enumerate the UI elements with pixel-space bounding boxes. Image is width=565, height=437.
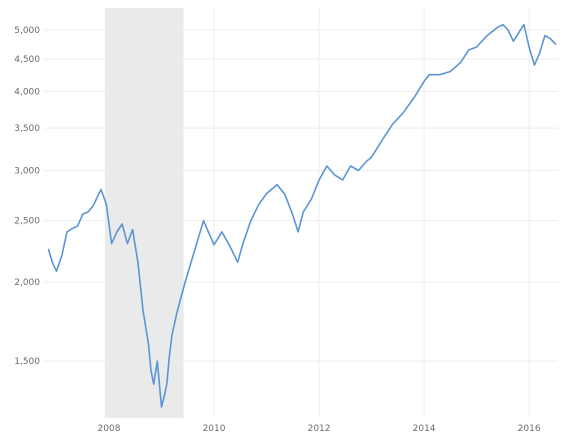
series-line	[47, 23, 557, 408]
x-tick-label: 2010	[203, 424, 226, 434]
y-tick-label: 4,500	[14, 55, 40, 65]
y-tick-label: 2,500	[14, 217, 40, 227]
y-tick-label: 4,000	[14, 87, 40, 97]
y-tick-label: 1,500	[14, 357, 40, 367]
y-tick-label: 3,000	[14, 167, 40, 177]
x-tick-label: 2016	[518, 424, 541, 434]
y-tick-label: 5,000	[14, 26, 40, 36]
recession-shading	[104, 8, 184, 418]
y-tick-label: 2,000	[14, 278, 40, 288]
x-tick-label: 2012	[308, 424, 331, 434]
x-tick-label: 2014	[413, 424, 436, 434]
x-tick-label: 2008	[98, 424, 121, 434]
y-tick-label: 3,500	[14, 124, 40, 134]
